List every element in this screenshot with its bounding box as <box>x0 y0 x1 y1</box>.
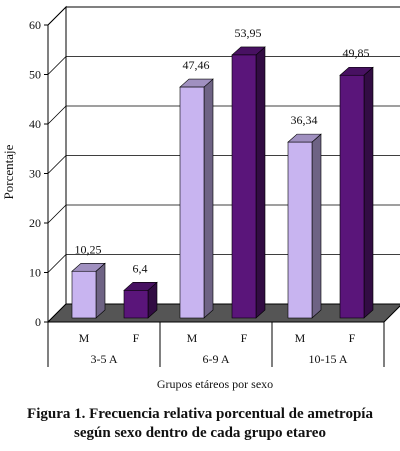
data-label: 6,4 <box>133 261 148 275</box>
bar-front <box>231 54 257 319</box>
bars <box>71 46 374 319</box>
bar <box>287 133 322 319</box>
x-tick-sex: M <box>187 331 198 345</box>
data-label: 47,46 <box>183 58 210 72</box>
figure-caption-line-1: Figura 1. Frecuencia relativa porcentual… <box>27 406 373 422</box>
figure-caption-line-2: según sexo dentro de cada grupo etareo <box>74 425 326 441</box>
bar <box>339 66 374 319</box>
x-axis-label: Grupos etáreos por sexo <box>157 377 273 391</box>
bar-side <box>311 133 322 319</box>
x-tick-sex: M <box>79 331 90 345</box>
x-tick-sex: M <box>295 331 306 345</box>
gridline <box>47 6 400 26</box>
bar-front <box>287 141 313 319</box>
data-labels: 10,25 6,4 47,46 53,95 36,34 49,85 <box>75 26 370 275</box>
bar-front <box>339 74 365 319</box>
y-axis-ticks: 0 10 20 30 40 50 60 <box>29 18 49 329</box>
y-tick-label: 0 <box>35 315 41 329</box>
bar-side <box>363 66 374 319</box>
x-tick-group: 3-5 A <box>91 352 118 366</box>
bar-side <box>95 262 106 319</box>
x-tick-sex: F <box>133 331 140 345</box>
data-label: 53,95 <box>235 26 262 40</box>
data-label: 49,85 <box>343 46 370 60</box>
y-tick-label: 50 <box>29 68 41 82</box>
bar-front <box>71 270 97 319</box>
gridline <box>47 56 400 75</box>
bar <box>179 78 214 319</box>
x-axis: M F M F M F 3-5 A 6-9 A 10-15 A <box>47 322 385 367</box>
y-tick-label: 60 <box>29 18 41 32</box>
bar-front <box>179 86 205 319</box>
y-axis-label: Porcentaje <box>1 144 16 199</box>
bar <box>231 46 266 319</box>
x-tick-group: 10-15 A <box>309 352 348 366</box>
x-tick-group: 6-9 A <box>203 352 230 366</box>
x-tick-sex: F <box>241 331 248 345</box>
bar-side <box>255 46 266 319</box>
data-label: 36,34 <box>291 113 318 127</box>
bar-front <box>123 290 149 319</box>
y-tick-label: 30 <box>29 167 41 181</box>
x-tick-sex: F <box>349 331 356 345</box>
bar <box>71 262 106 319</box>
bar-side <box>203 78 214 319</box>
y-tick-label: 40 <box>29 117 41 131</box>
bar <box>123 281 158 319</box>
data-label: 10,25 <box>75 242 102 256</box>
gridline <box>47 105 400 125</box>
y-tick-label: 20 <box>29 216 41 230</box>
y-tick-label: 10 <box>29 266 41 280</box>
